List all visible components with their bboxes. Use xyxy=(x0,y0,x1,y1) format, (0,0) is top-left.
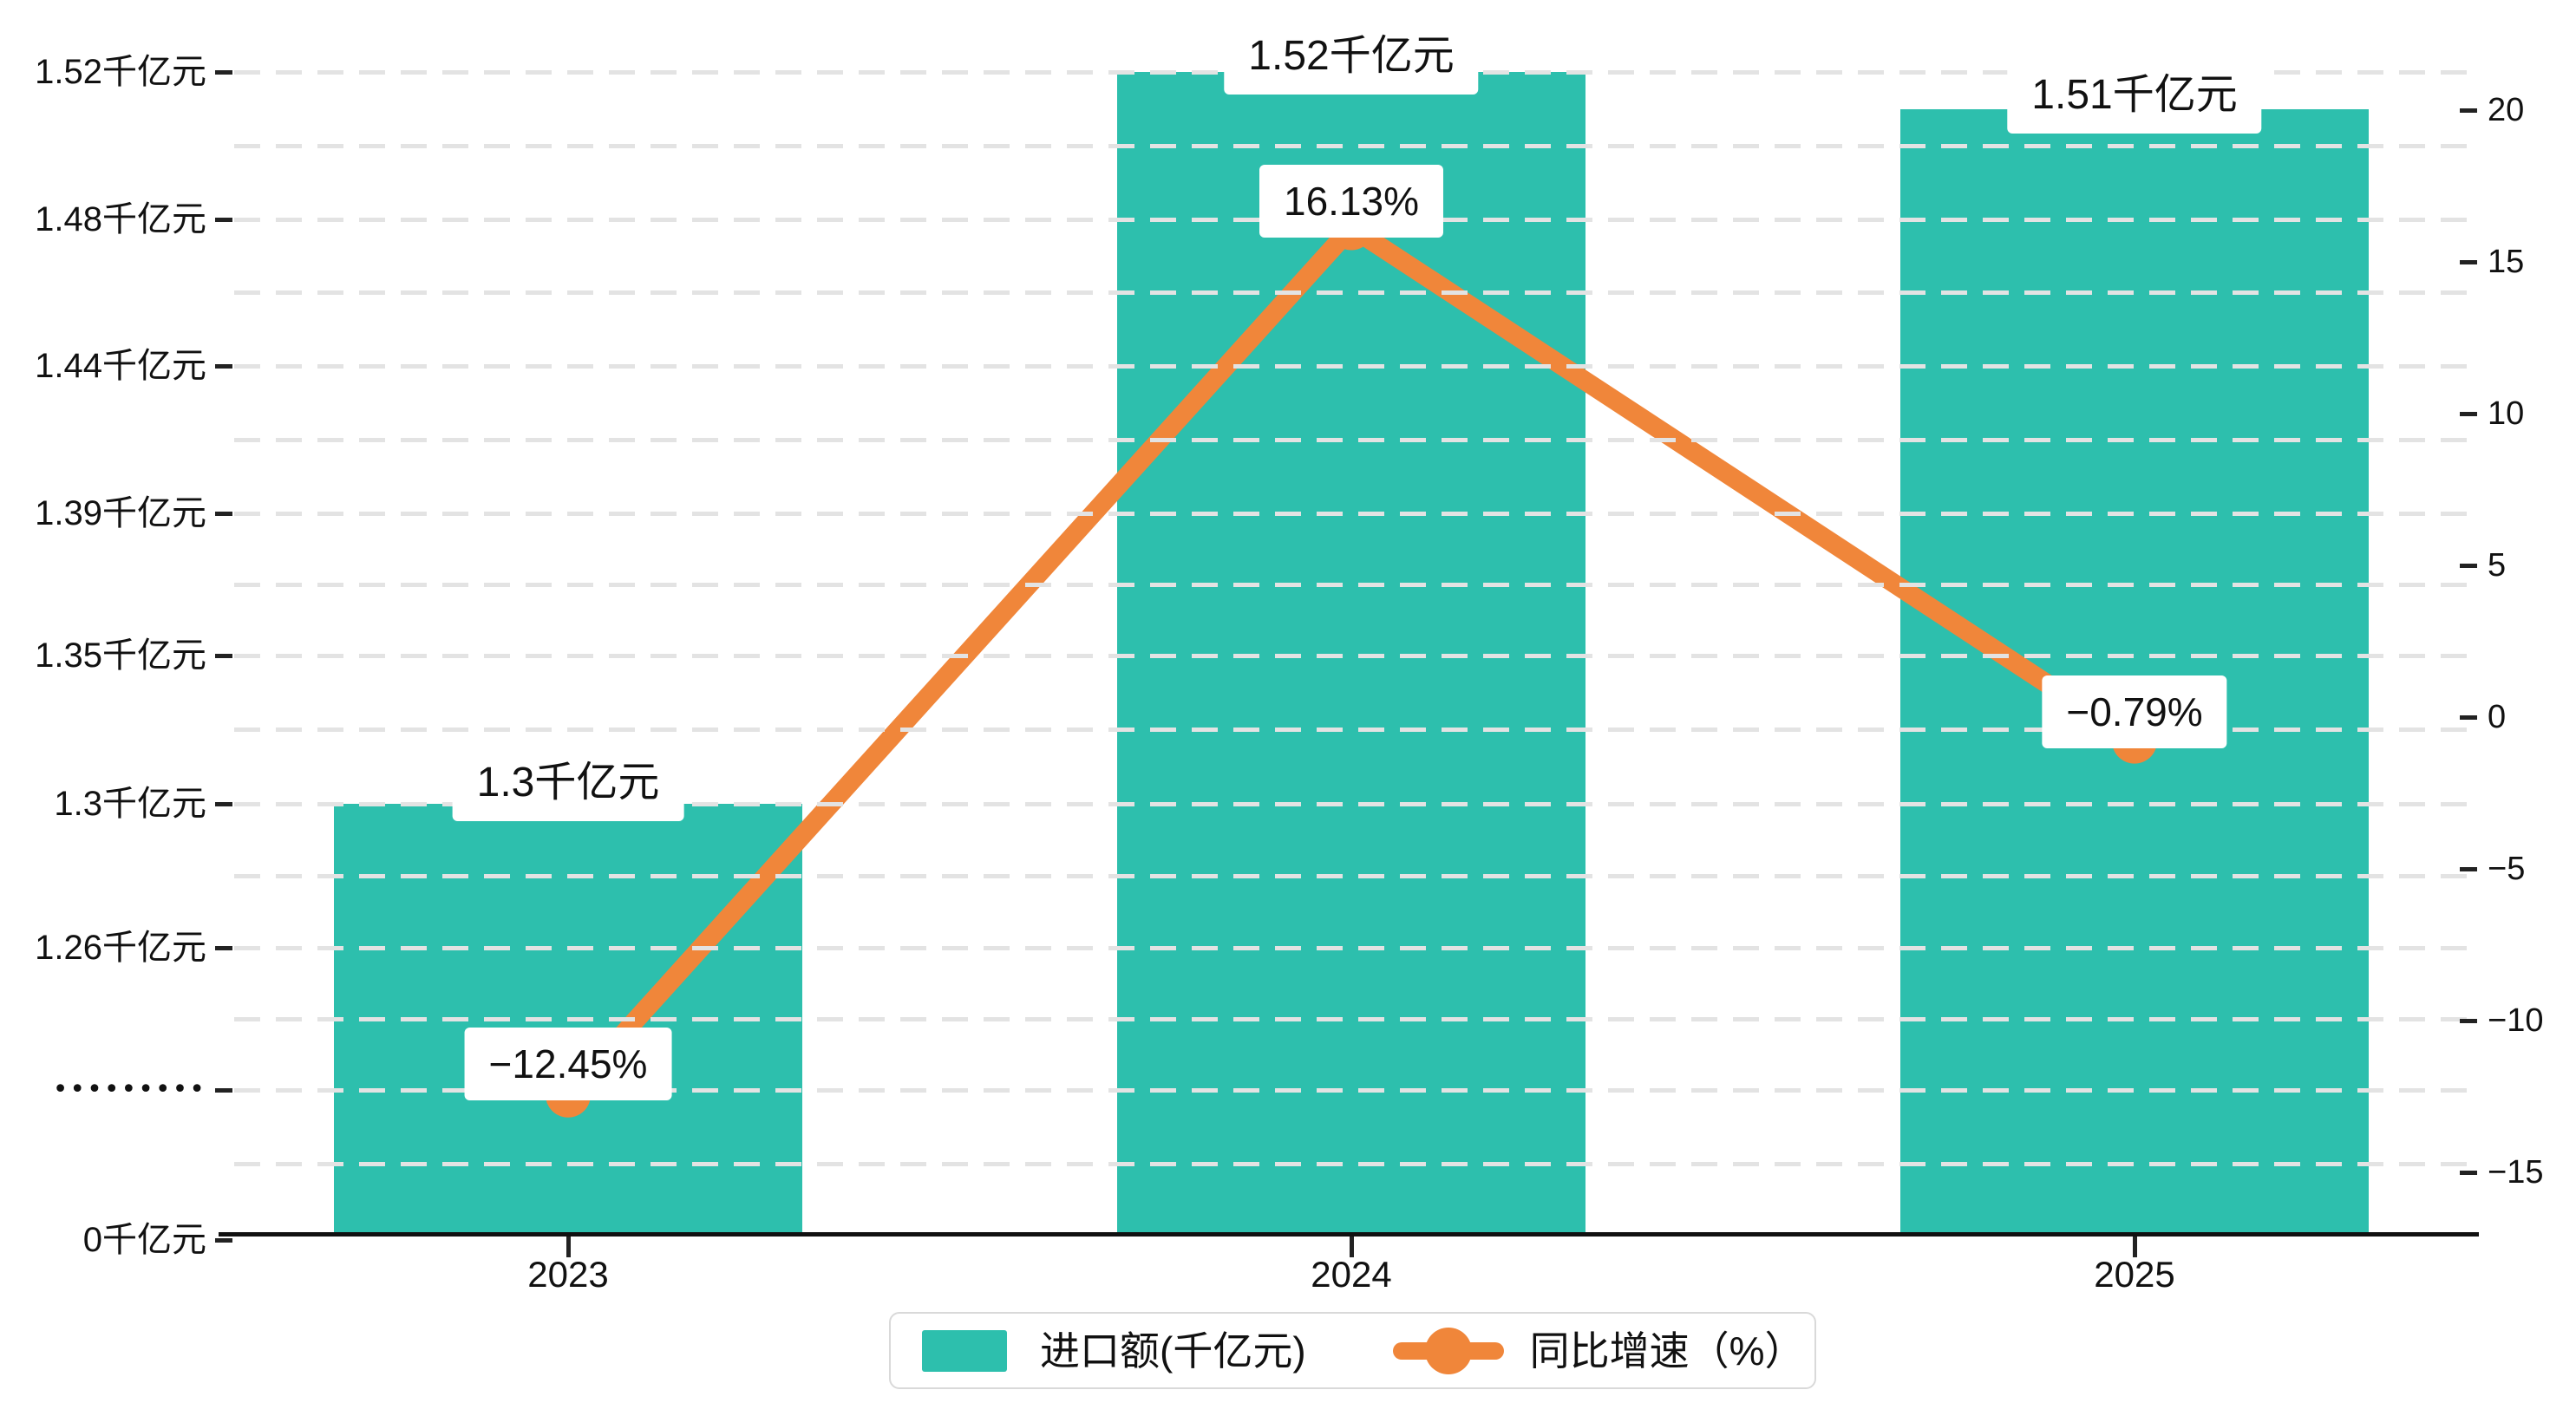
x-axis-label-2025: 2025 xyxy=(2094,1254,2175,1295)
minor-gridline xyxy=(234,438,2479,442)
left-axis-tick xyxy=(215,1088,232,1093)
legend-label-imports: 进口额(千亿元) xyxy=(1040,1328,1306,1374)
left-axis-label: 1.26千亿元 xyxy=(35,929,206,967)
left-axis-label: 1.48千亿元 xyxy=(35,200,206,238)
right-axis-label: −5 xyxy=(2488,851,2526,887)
left-axis-label: 1.35千亿元 xyxy=(35,636,206,675)
right-axis-tick xyxy=(2460,1171,2477,1175)
left-axis-label: 1.52千亿元 xyxy=(35,53,206,91)
minor-gridline xyxy=(234,144,2479,148)
right-axis-tick xyxy=(2460,260,2477,264)
growth-value-label-2024: 16.13% xyxy=(1259,165,1444,238)
legend: 进口额(千亿元) 同比增速（%） xyxy=(889,1312,1816,1389)
x-axis-tick xyxy=(1350,1237,1354,1257)
major-gridline xyxy=(234,654,2479,658)
bar-swatch-icon xyxy=(922,1329,1007,1372)
left-axis-break-dots: ••••••••• xyxy=(52,1074,206,1105)
right-axis-label: 15 xyxy=(2488,244,2525,280)
left-axis-tick xyxy=(215,654,232,658)
right-axis-label: −10 xyxy=(2488,1002,2544,1039)
x-axis-label-2023: 2023 xyxy=(527,1254,609,1295)
right-axis-label: 10 xyxy=(2488,395,2525,432)
left-axis-tick xyxy=(215,364,232,369)
major-gridline xyxy=(234,512,2479,516)
right-axis-tick xyxy=(2460,108,2477,113)
line-marker-dot-icon xyxy=(1424,1327,1472,1374)
left-axis-label: 0千亿元 xyxy=(82,1221,206,1259)
right-axis-label: 5 xyxy=(2488,547,2507,584)
bar-value-label-2023: 1.3千亿元 xyxy=(452,734,684,821)
right-axis-tick xyxy=(2460,1019,2477,1023)
bar-2024 xyxy=(1117,72,1585,1234)
left-axis-tick xyxy=(215,802,232,806)
growth-value-label-2023: −12.45% xyxy=(464,1028,672,1100)
x-axis-tick xyxy=(566,1237,571,1257)
left-axis-tick xyxy=(215,70,232,75)
minor-gridline xyxy=(234,583,2479,587)
left-axis-label: 1.3千亿元 xyxy=(54,785,206,823)
major-gridline xyxy=(234,946,2479,950)
minor-gridline xyxy=(234,290,2479,295)
legend-label-growth: 同比增速（%） xyxy=(1529,1328,1805,1374)
bar-2025 xyxy=(1900,108,2369,1234)
minor-gridline xyxy=(234,728,2479,732)
left-axis-tick xyxy=(215,1238,232,1243)
left-axis-tick xyxy=(215,512,232,516)
right-axis-tick xyxy=(2460,867,2477,871)
major-gridline xyxy=(234,802,2479,806)
bar-value-label-2024: 1.52千亿元 xyxy=(1224,8,1479,95)
x-axis-tick xyxy=(2133,1237,2137,1257)
legend-item-imports[interactable]: 进口额(千亿元) xyxy=(922,1328,1306,1374)
left-axis-tick xyxy=(215,946,232,950)
x-axis-line xyxy=(219,1232,2479,1237)
left-axis-tick xyxy=(215,218,232,222)
major-gridline xyxy=(234,1088,2479,1093)
right-axis-tick xyxy=(2460,564,2477,568)
bar-value-label-2025: 1.51千亿元 xyxy=(2007,47,2262,134)
right-axis-label: −15 xyxy=(2488,1154,2544,1191)
right-axis-label: 20 xyxy=(2488,92,2525,128)
minor-gridline xyxy=(234,1017,2479,1021)
left-axis-label: 1.44千亿元 xyxy=(35,347,206,385)
line-dot-swatch-icon xyxy=(1392,1327,1504,1374)
minor-gridline xyxy=(234,1162,2479,1166)
growth-value-label-2025: −0.79% xyxy=(2042,675,2227,748)
x-axis-label-2024: 2024 xyxy=(1311,1254,1392,1295)
left-axis-label: 1.39千亿元 xyxy=(35,494,206,532)
legend-item-growth[interactable]: 同比增速（%） xyxy=(1392,1327,1805,1374)
right-axis-label: 0 xyxy=(2488,699,2507,735)
right-axis-tick xyxy=(2460,715,2477,720)
minor-gridline xyxy=(234,874,2479,878)
right-axis-tick xyxy=(2460,412,2477,416)
major-gridline xyxy=(234,364,2479,369)
